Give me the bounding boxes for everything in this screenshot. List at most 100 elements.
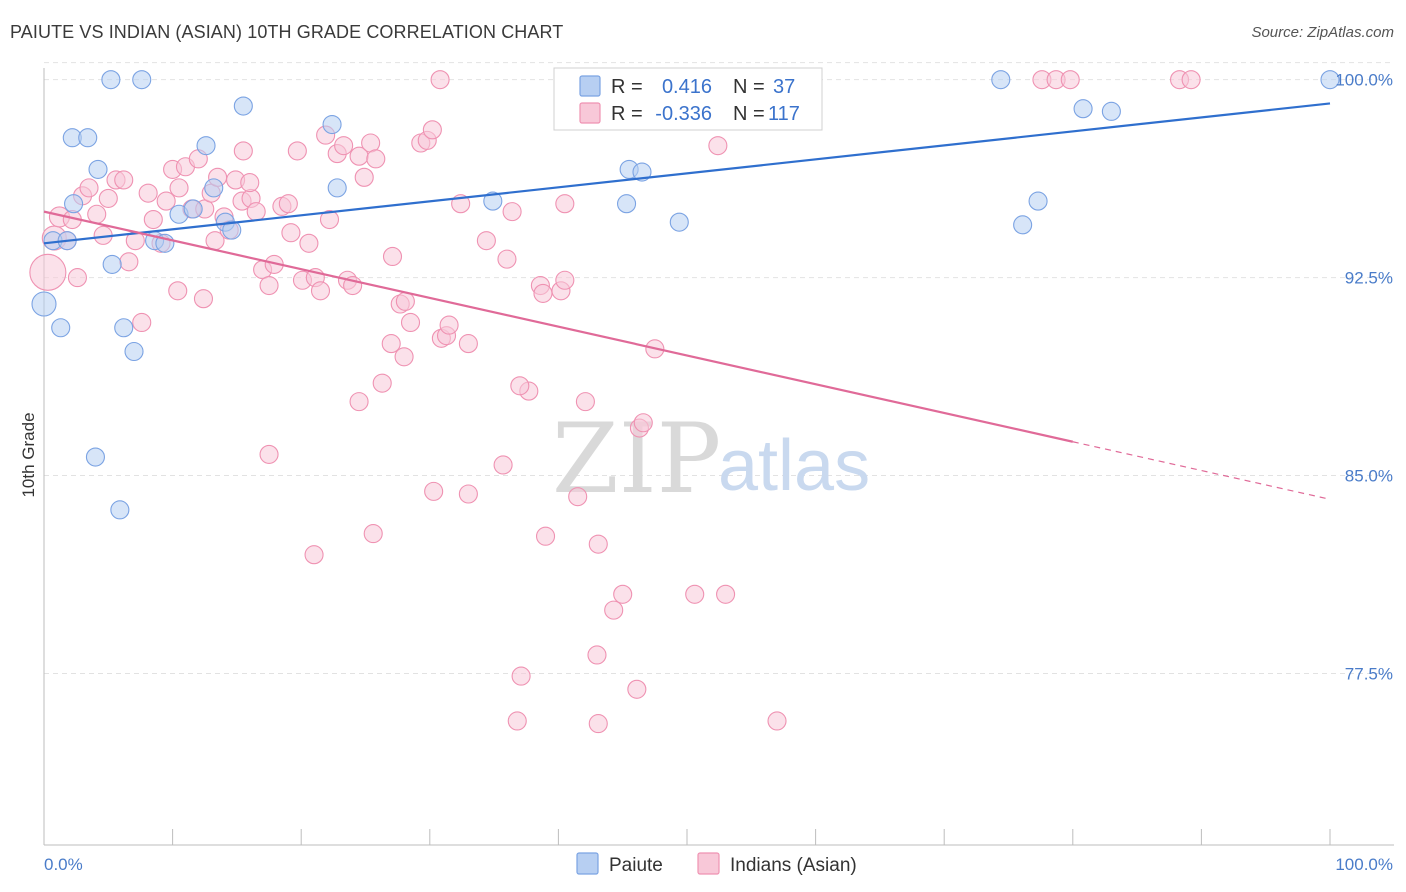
indians-point: [168, 281, 188, 301]
indians-point: [143, 209, 163, 230]
indians-point: [716, 584, 736, 604]
paiute-point: [110, 500, 130, 520]
legend-swatch-indians[interactable]: [697, 852, 720, 875]
indians-point: [535, 526, 556, 546]
indians-point: [246, 202, 266, 222]
indians-point: [240, 173, 260, 193]
indians-point: [395, 291, 415, 311]
indians-point: [476, 231, 496, 251]
paiute-point: [483, 191, 503, 211]
indians-point: [507, 711, 527, 731]
indians-point: [132, 312, 152, 333]
indians-point: [119, 252, 139, 272]
chart-title: PAIUTE VS INDIAN (ASIAN) 10TH GRADE CORR…: [10, 22, 564, 42]
indians-point: [497, 249, 517, 269]
indians-point: [458, 484, 478, 504]
paiute-point: [101, 70, 121, 90]
indians-point: [511, 666, 531, 686]
indians-point: [424, 481, 444, 501]
paiute-point: [669, 212, 689, 232]
trend-line: [43, 210, 1074, 443]
indians-point: [555, 270, 575, 290]
indians-point: [633, 413, 653, 433]
indians-point: [587, 645, 607, 665]
paiute-point: [88, 159, 108, 179]
indians-point: [193, 289, 214, 309]
indians-point: [278, 194, 298, 214]
indians-point: [588, 534, 608, 554]
indians-point: [708, 136, 728, 156]
paiute-point: [31, 291, 57, 317]
indians-point: [510, 376, 530, 396]
indians-point: [568, 487, 588, 507]
paiute-point: [64, 194, 84, 214]
indians-point: [233, 141, 253, 161]
indians-point: [422, 120, 442, 140]
paiute-point: [1101, 101, 1121, 121]
indians-point: [685, 584, 705, 604]
watermark-atlas: atlas: [718, 426, 870, 506]
paiute-point: [222, 220, 242, 240]
stats-n-value-paiute: 37: [773, 76, 795, 98]
y-tick-label: 92.5%: [1345, 269, 1393, 288]
paiute-point: [78, 128, 98, 148]
paiute-point: [327, 178, 347, 198]
stats-swatch-indians: [579, 102, 601, 124]
indians-point: [575, 392, 595, 412]
paiute-point: [1073, 99, 1093, 119]
paiute-point: [1320, 70, 1340, 90]
indians-point: [334, 136, 354, 156]
paiute-point: [124, 341, 144, 362]
indians-point: [381, 334, 401, 354]
indians-point: [361, 133, 381, 153]
stats-r-value-indians: -0.336: [655, 103, 712, 125]
indians-point: [588, 714, 608, 734]
indians-point: [613, 584, 633, 604]
paiute-point: [51, 318, 71, 338]
trend-layer: [43, 102, 1331, 500]
indians-point: [259, 275, 279, 296]
indians-point: [394, 347, 414, 367]
paiute-points: [31, 70, 1340, 520]
legend-label-paiute[interactable]: Paiute: [609, 855, 663, 876]
indians-point: [400, 312, 421, 333]
indians-point: [319, 209, 340, 230]
indians-point: [281, 223, 301, 243]
indians-point: [502, 202, 522, 222]
indians-point: [304, 545, 324, 565]
indians-point: [98, 188, 118, 208]
tick-labels: 100.0% 92.5% 85.0% 77.5% 0.0% 100.0%: [44, 71, 1393, 874]
indians-point: [354, 167, 374, 187]
indians-point: [363, 524, 383, 544]
paiute-point: [196, 136, 216, 156]
paiute-point: [1028, 191, 1048, 211]
paiute-point: [85, 447, 105, 467]
indians-point: [604, 600, 624, 620]
trend-line: [43, 102, 1331, 245]
paiute-point: [322, 114, 342, 135]
chart-source: Source: ZipAtlas.com: [1251, 24, 1394, 41]
stats-r-label-indians: R =: [611, 103, 643, 125]
stats-n-label-paiute: N =: [733, 76, 765, 98]
x-tick-label-max: 100.0%: [1335, 855, 1393, 874]
y-tick-label: 77.5%: [1345, 664, 1393, 683]
stats-n-value-indians: 117: [768, 103, 800, 125]
indians-point: [372, 373, 392, 393]
stats-r-label-paiute: R =: [611, 76, 643, 98]
indians-point: [299, 233, 319, 253]
paiute-point: [183, 199, 203, 219]
indians-point: [29, 253, 67, 291]
legend: Paiute Indians (Asian): [576, 852, 857, 876]
legend-label-indians[interactable]: Indians (Asian): [730, 855, 857, 876]
indians-point: [1060, 70, 1080, 90]
indians-point: [555, 194, 575, 214]
paiute-point: [114, 318, 134, 338]
indians-point: [767, 711, 787, 731]
stats-swatch-paiute: [579, 75, 601, 97]
paiute-point: [632, 162, 652, 182]
indians-point: [67, 268, 87, 288]
stats-n-label-indians: N =: [733, 103, 765, 125]
legend-swatch-paiute[interactable]: [576, 852, 599, 875]
indians-point: [87, 204, 107, 224]
